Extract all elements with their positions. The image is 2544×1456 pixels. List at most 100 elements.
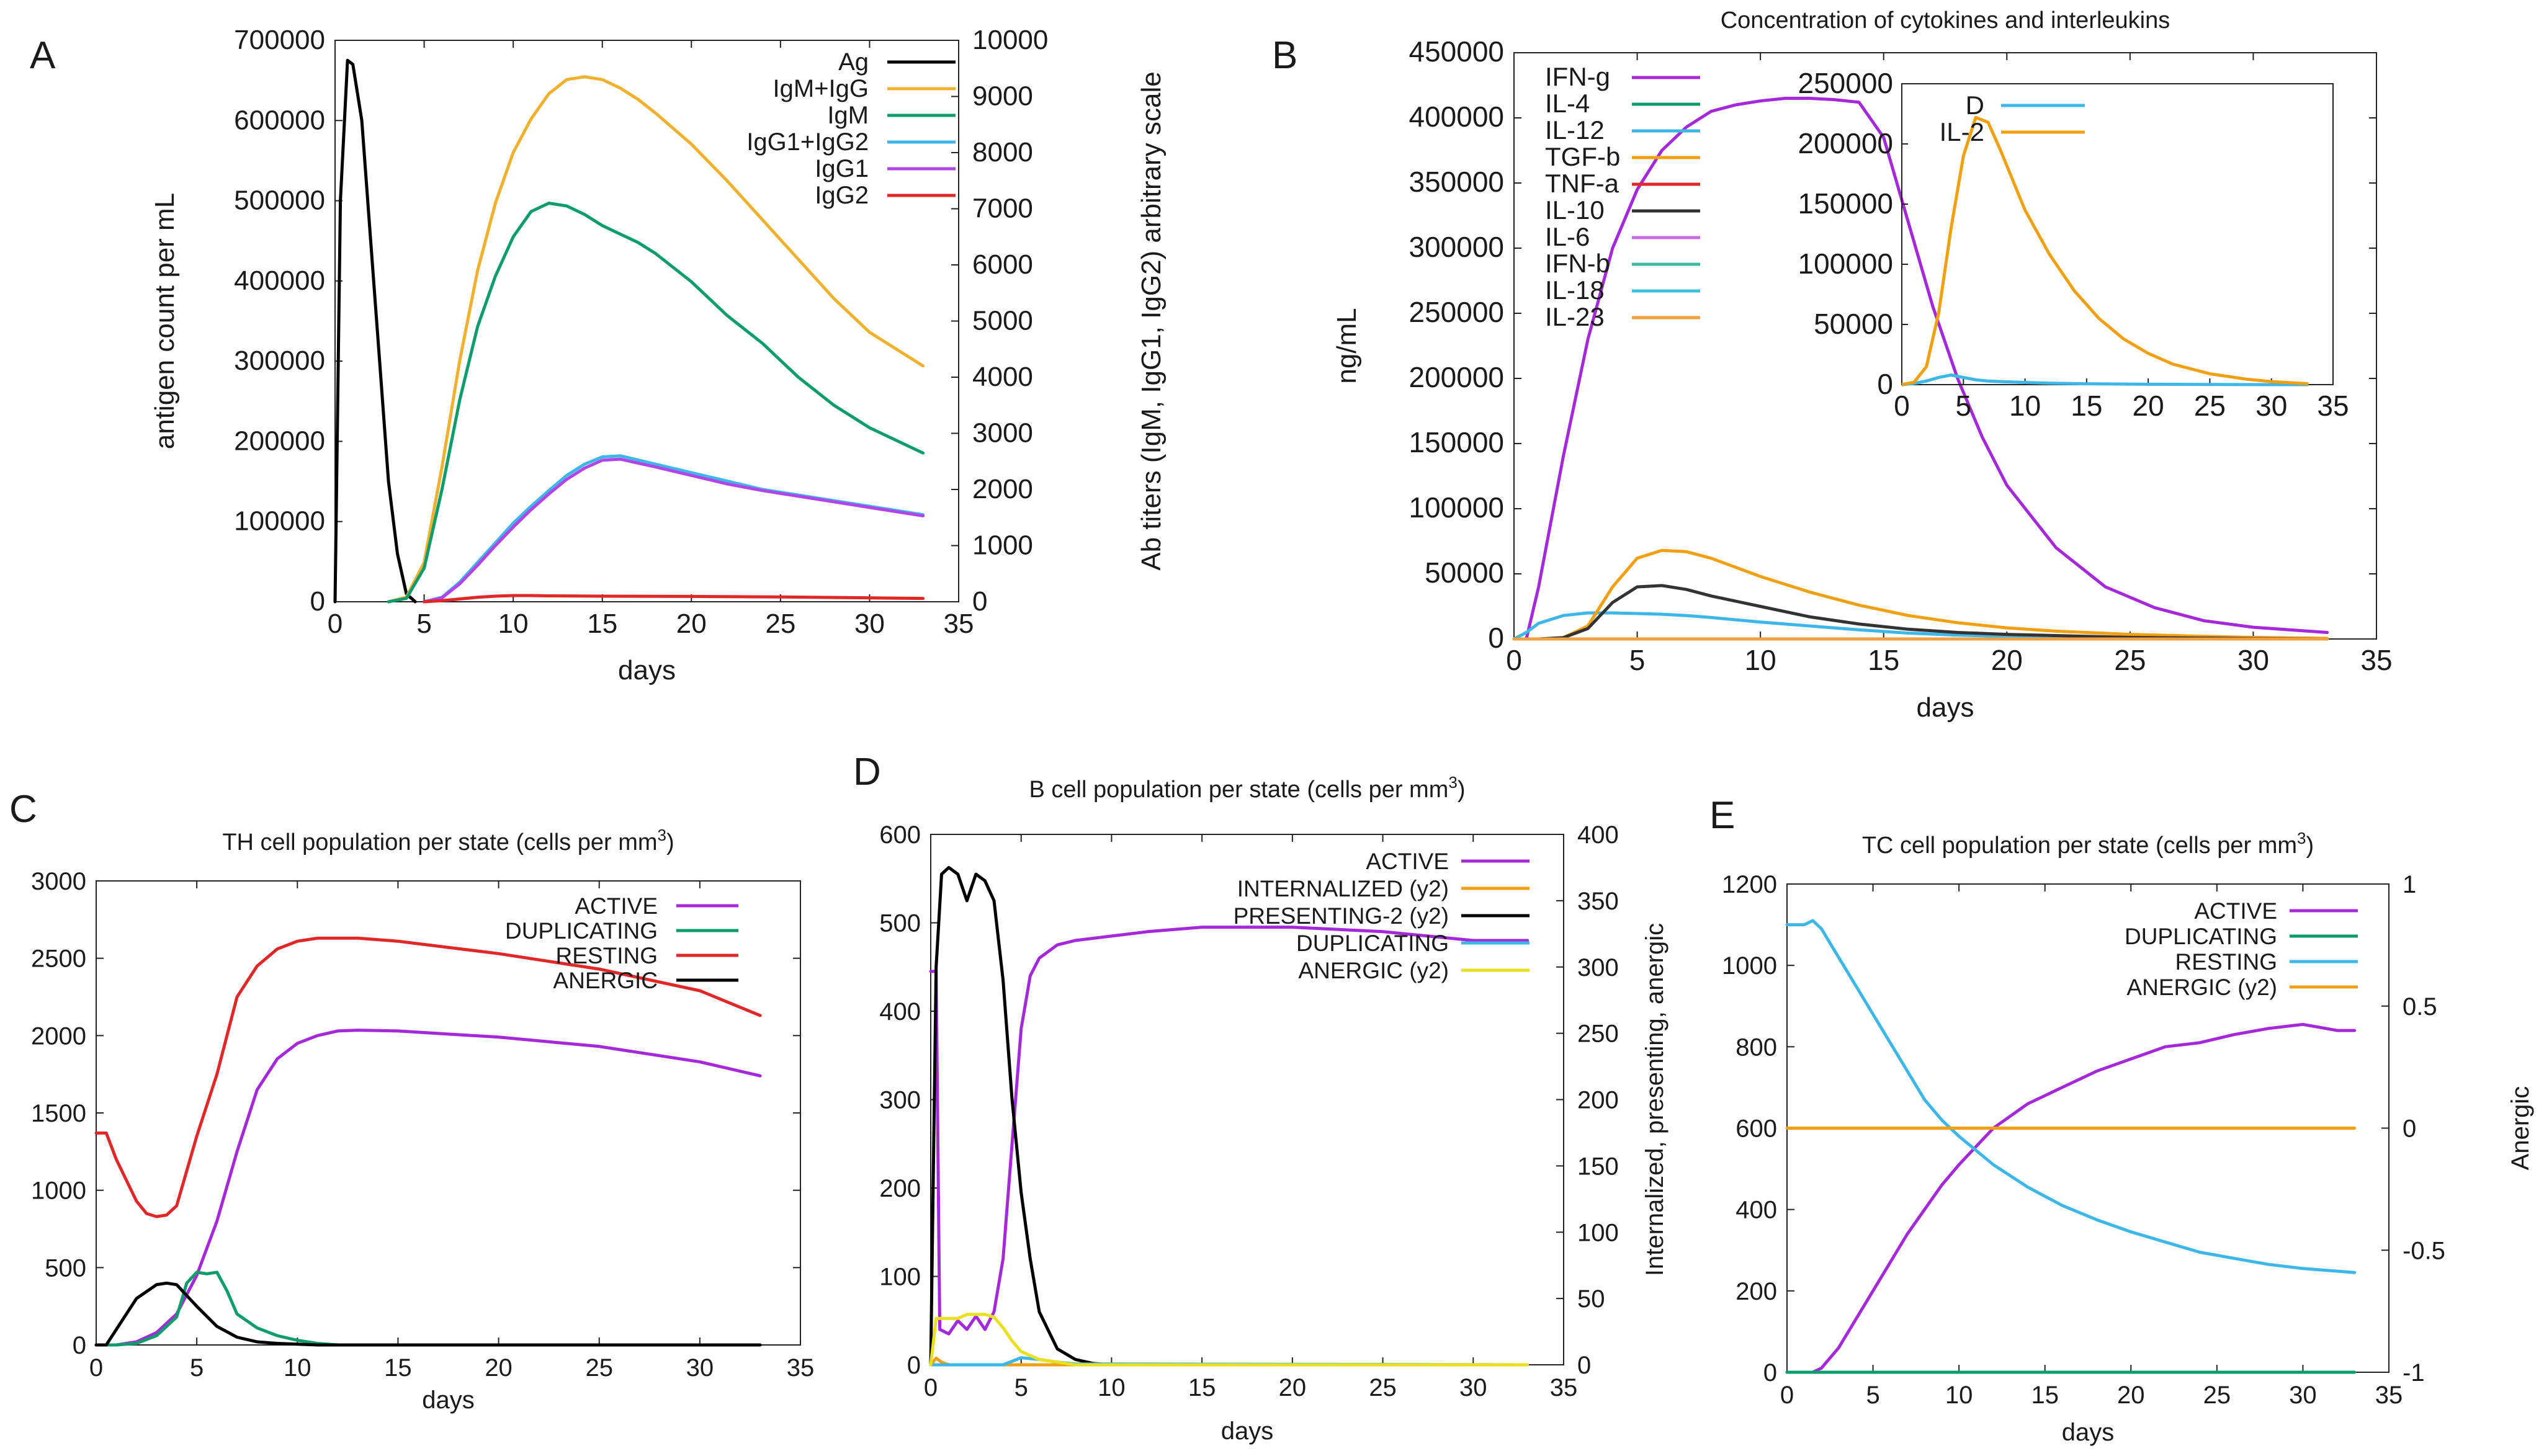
legend-label: RESTING (2175, 949, 2277, 975)
y-tick-label: 600 (879, 821, 921, 849)
chart-title-text: B cell population per state (cells per m… (1029, 777, 1449, 803)
series-line-active (1785, 1022, 2357, 1374)
y-tick-label: 800 (1736, 1034, 1777, 1061)
y2-tick-label: 6000 (972, 249, 1033, 280)
series-line-duplicating (94, 1271, 762, 1347)
legend-label: IgG2 (815, 182, 869, 209)
legend-label: ACTIVE (575, 893, 658, 919)
panel-letter-D: D (853, 751, 881, 793)
y2-tick-label: 50 (1577, 1285, 1605, 1313)
y-tick-label: 100 (879, 1264, 921, 1291)
y-tick-label: 2500 (31, 945, 86, 973)
x-axis-label: days (2062, 1419, 2115, 1446)
x-tick-label: 5 (1014, 1374, 1028, 1401)
y-tick-label: 300000 (234, 346, 325, 376)
inset-x-tick-label: 35 (2317, 390, 2349, 422)
x-tick-label: 0 (1506, 644, 1522, 676)
inset-y-tick-label: 200000 (1798, 127, 1894, 159)
inset-x-tick-label: 5 (1955, 390, 1971, 422)
series-line-igm (387, 202, 925, 604)
y-tick-label: 300 (879, 1087, 921, 1114)
x-axis-label: days (1221, 1418, 1274, 1445)
x-tick-label: 35 (2360, 644, 2392, 676)
y-tick-label: 200 (879, 1175, 921, 1202)
chart-E: E TC cell population per state (cells per… (1709, 794, 2534, 1446)
y2-tick-label: 0 (2403, 1115, 2416, 1143)
chart-D: D B cell population per state (cells per … (853, 751, 1668, 1445)
legend-label: IgM+IgG (773, 75, 869, 102)
y-tick-label: 400 (1736, 1197, 1777, 1224)
series-line-il-10 (1512, 584, 2329, 641)
x-tick-label: 0 (89, 1354, 103, 1382)
y-tick-label: 150000 (1409, 426, 1505, 458)
x-tick-label: 20 (485, 1354, 513, 1382)
y2-axis-label: Ab titers (IgM, IgG1, IgG2) arbitrary sc… (1136, 71, 1167, 570)
legend-label: INTERNALIZED (y2) (1237, 876, 1449, 901)
x-tick-label: 15 (384, 1354, 412, 1382)
panel-letter-C: C (9, 788, 37, 831)
y2-tick-label: 250 (1577, 1021, 1619, 1048)
x-tick-label: 15 (2031, 1382, 2059, 1409)
y2-tick-label: 0 (1577, 1352, 1591, 1379)
inset-y-tick-label: 250000 (1798, 67, 1894, 99)
chart-title-sup: 3 (2297, 829, 2306, 847)
y-axis-label: antigen count per mL (150, 193, 180, 449)
chart-title-C: TH cell population per state (cells per … (222, 826, 674, 855)
inset-x-tick-label: 15 (2071, 390, 2102, 422)
y-tick-label: 0 (73, 1332, 86, 1359)
x-tick-label: 20 (2117, 1382, 2145, 1409)
legend-label: IL-6 (1545, 222, 1590, 251)
y-tick-label: 700000 (234, 25, 325, 55)
y2-tick-label: 1000 (972, 530, 1033, 561)
x-tick-label: 25 (585, 1354, 613, 1382)
legend-label: ACTIVE (2194, 898, 2277, 924)
x-tick-label: 10 (1945, 1382, 1973, 1409)
inset-y-tick-label: 50000 (1814, 308, 1893, 340)
chart-A: A0 5 10 15 20 25 30 350100000200000300000400000… (30, 25, 1167, 686)
series-line-ag (333, 58, 417, 604)
chart-title-text: TC cell population per state (cells per … (1862, 833, 2297, 859)
legend-label: IFN-b (1545, 249, 1610, 278)
x-tick-label: 15 (1188, 1374, 1216, 1401)
legend-label: RESTING (556, 943, 658, 968)
y2-axis-label: Internalized, presenting, anergic (1641, 923, 1668, 1276)
y-tick-label: 200000 (1409, 361, 1505, 393)
legend-label: IgM (827, 102, 869, 129)
legend-label: DUPLICATING (2125, 924, 2277, 949)
plot-frame-C (96, 880, 801, 1346)
series-line-igg2 (423, 594, 925, 604)
x-tick-label: 5 (416, 609, 431, 639)
x-tick-label: 5 (190, 1354, 204, 1382)
series-line-igg1 (423, 457, 925, 604)
inset-y-tick-label: 0 (1877, 368, 1893, 400)
inset-x-tick-label: 25 (2194, 390, 2226, 422)
series-line-anergic-y2- (929, 1313, 1530, 1367)
legend-label: IL-18 (1545, 275, 1605, 305)
legend-label: IL-10 (1545, 195, 1605, 225)
x-tick-label: 0 (328, 609, 343, 639)
x-tick-label: 25 (765, 609, 795, 639)
x-tick-label: 10 (284, 1354, 311, 1382)
chart-title-B: Concentration of cytokines and interleuk… (1721, 7, 2170, 33)
panel-letter-E: E (1709, 794, 1735, 837)
x-tick-label: 5 (1866, 1382, 1879, 1409)
y2-tick-label: 4000 (972, 362, 1033, 392)
y2-tick-label: 300 (1577, 954, 1619, 981)
panel-letter-B: B (1272, 34, 1297, 77)
legend-label: DUPLICATING (1296, 931, 1449, 956)
chart-title-D: B cell population per state (cells per m… (1029, 773, 1466, 803)
x-tick-label: 25 (2114, 644, 2146, 676)
y2-tick-label: 350 (1577, 888, 1619, 915)
x-tick-label: 20 (676, 609, 707, 639)
y-tick-label: 500 (879, 910, 921, 937)
x-tick-label: 35 (944, 609, 974, 639)
chart-title-text: TH cell population per state (cells per … (222, 829, 657, 855)
y-tick-label: 0 (1763, 1359, 1777, 1387)
x-tick-label: 30 (686, 1354, 714, 1382)
y2-tick-label: 10000 (972, 25, 1048, 55)
panel-letter-A: A (30, 34, 56, 77)
y-tick-label: 100000 (1409, 491, 1505, 524)
y-tick-label: 1200 (1722, 871, 1777, 898)
y2-tick-label: 1 (2403, 871, 2416, 898)
y-tick-label: 1500 (31, 1100, 86, 1127)
